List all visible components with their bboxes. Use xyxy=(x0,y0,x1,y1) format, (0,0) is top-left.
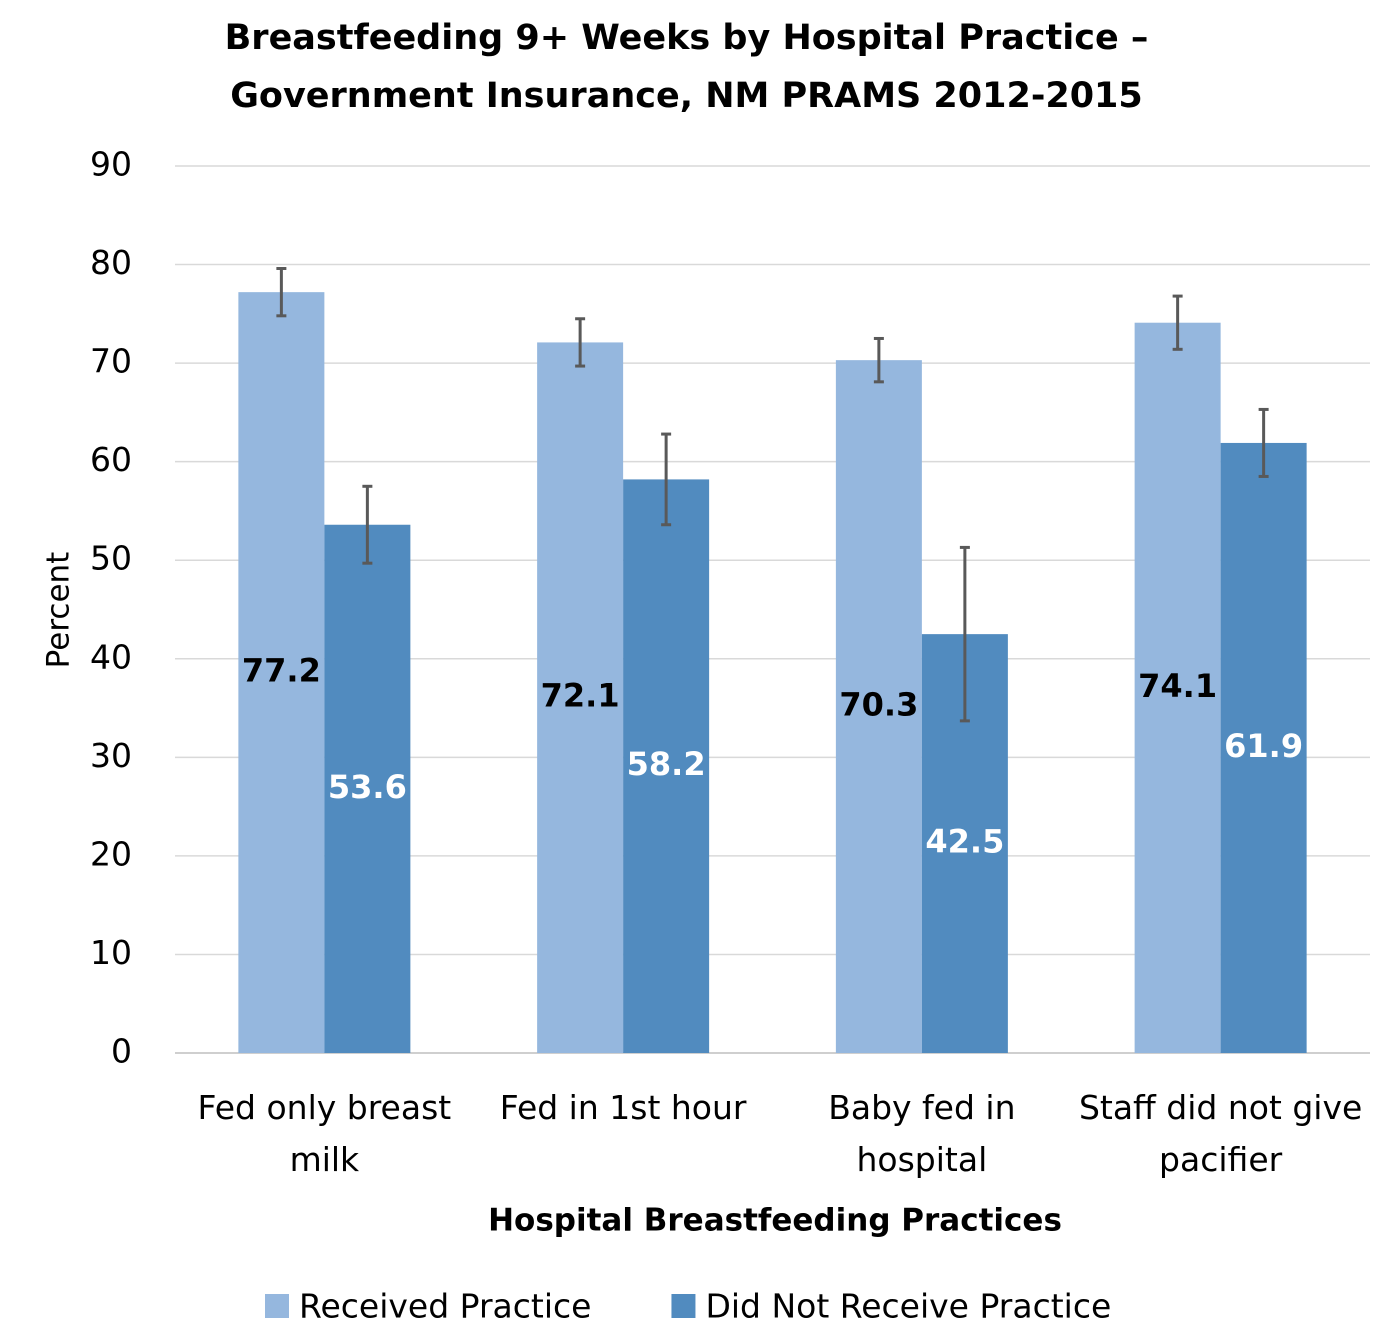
error-bar xyxy=(362,484,373,565)
data-label: 42.5 xyxy=(925,823,1004,861)
bar xyxy=(1220,442,1307,1053)
data-label: 74.1 xyxy=(1138,667,1217,705)
bar xyxy=(324,524,411,1053)
data-label: 61.9 xyxy=(1224,727,1303,765)
chart-title: Government Insurance, NM PRAMS 2012-2015 xyxy=(230,76,1143,116)
y-tick-label: 50 xyxy=(90,539,132,578)
y-tick-label: 60 xyxy=(90,440,132,479)
error-bar xyxy=(1258,407,1269,478)
x-axis-label: Hospital Breastfeeding Practices xyxy=(488,1203,1062,1239)
data-label: 72.1 xyxy=(541,677,620,715)
legend-swatch xyxy=(671,1294,696,1318)
bar xyxy=(238,292,325,1053)
y-tick-label: 80 xyxy=(90,243,132,282)
bar xyxy=(1134,322,1221,1053)
y-tick-label: 20 xyxy=(90,834,132,873)
legend-swatch xyxy=(265,1294,289,1318)
y-tick-label: 10 xyxy=(90,933,132,972)
error-bar xyxy=(661,432,672,527)
data-label: 53.6 xyxy=(328,768,407,806)
data-label: 77.2 xyxy=(242,652,321,690)
error-bar xyxy=(1172,294,1183,351)
chart-title: Breastfeeding 9+ Weeks by Hospital Pract… xyxy=(224,18,1149,58)
y-tick-label: 70 xyxy=(90,342,132,381)
x-tick-label: Staff did not give pacifier xyxy=(1078,1088,1363,1179)
data-label: 70.3 xyxy=(839,686,918,724)
y-tick-label: 0 xyxy=(111,1032,132,1071)
legend-label: Received Practice xyxy=(299,1287,591,1326)
y-tick-label: 90 xyxy=(90,145,132,184)
bar xyxy=(623,479,710,1053)
y-axis-label: Percent xyxy=(41,552,77,669)
error-bar xyxy=(959,545,970,723)
bar xyxy=(537,342,624,1054)
error-bar xyxy=(575,317,586,368)
legend-label: Did Not Receive Practice xyxy=(705,1287,1111,1326)
error-bar xyxy=(276,266,287,318)
x-tick-label: Baby fed in hospital xyxy=(828,1088,1016,1179)
x-tick-label: Fed in 1st hour xyxy=(499,1088,747,1127)
y-tick-label: 30 xyxy=(90,736,132,775)
x-tick-label: Fed only breast milk xyxy=(197,1088,452,1179)
error-bar xyxy=(873,336,884,384)
data-label: 58.2 xyxy=(627,745,706,783)
y-tick-label: 40 xyxy=(90,637,132,676)
bar xyxy=(835,360,922,1054)
